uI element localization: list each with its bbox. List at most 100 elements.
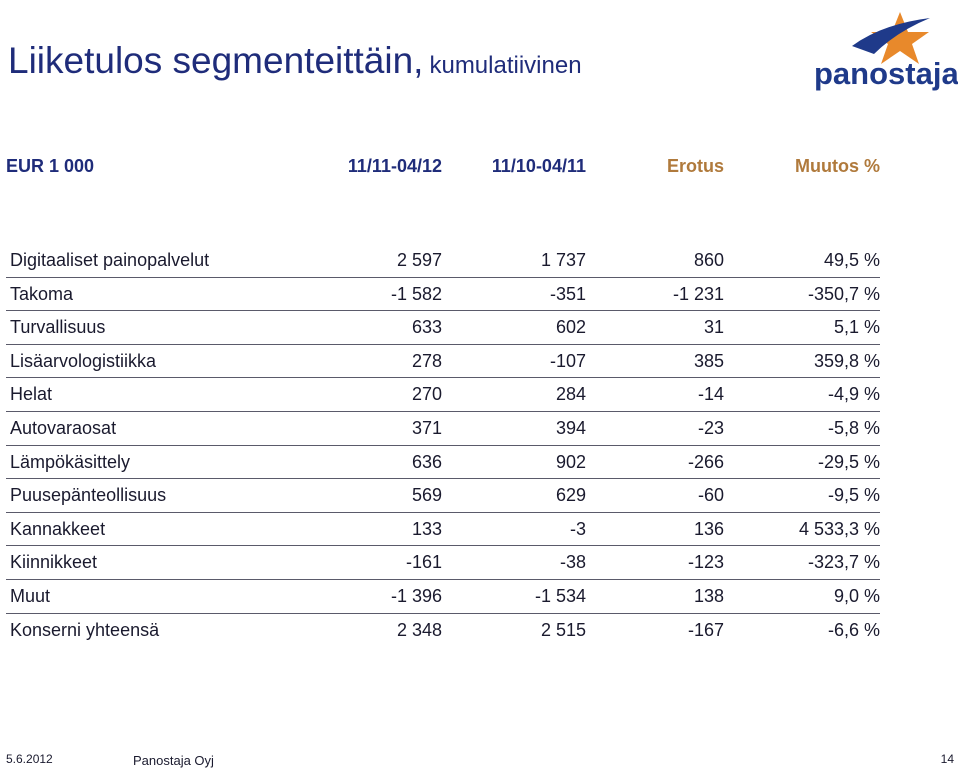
- cell-previous: 629: [555, 485, 586, 506]
- cell-difference: -167: [687, 619, 724, 640]
- footer-page-number: 14: [940, 752, 954, 766]
- row-divider: [6, 444, 880, 446]
- row-divider: [6, 578, 880, 580]
- segment-name: Kiinnikkeet: [10, 552, 98, 573]
- cell-change: 9,0 %: [833, 585, 880, 606]
- footer-company: Panostaja Oyj: [133, 753, 214, 768]
- row-divider: [6, 310, 880, 312]
- slide-title: Liiketulos segmenteittäin, kumulatiivinen: [8, 40, 582, 82]
- header-currency: EUR 1 000: [6, 156, 95, 176]
- logo-swoosh-icon: [852, 18, 930, 54]
- cell-current: 371: [411, 417, 442, 438]
- cell-change: 49,5 %: [823, 250, 880, 270]
- cell-previous: 602: [555, 317, 586, 338]
- cell-current: 2 597: [396, 250, 442, 270]
- segment-name: Muut: [10, 585, 51, 606]
- table-row: Takoma -1 582 -351 -1 231 -350,7 %: [0, 278, 960, 312]
- cell-difference: -60: [697, 485, 724, 506]
- table-row: Lisäarvologistiikka 278 -107 385 359,8 %: [0, 345, 960, 379]
- table-row-total: Konserni yhteensä 2 348 2 515 -167 -6,6 %: [0, 614, 960, 648]
- cell-change: 359,8 %: [813, 350, 880, 371]
- cell-change: 5,1 %: [833, 317, 880, 338]
- cell-difference: -1 231: [672, 283, 724, 304]
- cell-change: -5,8 %: [827, 417, 880, 438]
- table-row: Muut -1 396 -1 534 138 9,0 %: [0, 580, 960, 614]
- cell-change: -350,7 %: [807, 283, 880, 304]
- cell-difference: 860: [693, 250, 724, 270]
- segment-name: Autovaraosat: [10, 417, 117, 438]
- title-subtitle: kumulatiivinen: [429, 52, 582, 79]
- cell-previous: 2 515: [540, 619, 586, 640]
- cell-previous: -107: [549, 350, 586, 371]
- cell-previous: -3: [569, 518, 586, 539]
- segment-name: Lisäarvologistiikka: [10, 350, 157, 371]
- cell-change: -29,5 %: [817, 451, 880, 472]
- logo-wordmark: panostaja: [814, 56, 958, 91]
- cell-current: -1 582: [390, 283, 442, 304]
- footer-date: 5.6.2012: [6, 752, 53, 766]
- segment-name: Turvallisuus: [10, 317, 106, 338]
- cell-previous: -38: [559, 552, 586, 573]
- cell-current: 278: [411, 350, 442, 371]
- table-row: Kannakkeet 133 -3 136 4 533,3 %: [0, 513, 960, 547]
- cell-current: 133: [411, 518, 442, 539]
- cell-current: 270: [411, 384, 442, 405]
- table-header: EUR 1 000 11/11-04/12 11/10-04/11 Erotus…: [0, 156, 960, 182]
- cell-change: -323,7 %: [807, 552, 880, 573]
- cell-current: 633: [411, 317, 442, 338]
- row-divider: [6, 377, 880, 379]
- table-row: Autovaraosat 371 394 -23 -5,8 %: [0, 412, 960, 446]
- cell-current: -161: [405, 552, 442, 573]
- cell-current: 569: [411, 485, 442, 506]
- segment-name: Takoma: [10, 283, 74, 304]
- cell-difference: -14: [697, 384, 724, 405]
- header-period-previous: 11/10-04/11: [491, 156, 586, 176]
- cell-difference: 385: [693, 350, 724, 371]
- cell-change: -4,9 %: [827, 384, 880, 405]
- row-divider: [6, 478, 880, 480]
- cell-change: -6,6 %: [827, 619, 880, 640]
- table-row: Digitaaliset painopalvelut 2 597 1 737 860 4…: [0, 244, 960, 278]
- segment-name: Konserni yhteensä: [10, 619, 160, 640]
- cell-current: 636: [411, 451, 442, 472]
- header-difference: Erotus: [666, 156, 724, 176]
- cell-difference: 136: [693, 518, 724, 539]
- row-divider: [6, 511, 880, 513]
- segment-name: Digitaaliset painopalvelut: [10, 250, 210, 270]
- table-row: Puusepänteollisuus 569 629 -60 -9,5 %: [0, 479, 960, 513]
- cell-current: 2 348: [396, 619, 442, 640]
- segment-name: Puusepänteollisuus: [10, 485, 167, 506]
- header-period-current: 11/11-04/12: [347, 156, 442, 176]
- segment-table: Digitaaliset painopalvelut 2 597 1 737 860 4…: [0, 244, 960, 647]
- cell-difference: 31: [703, 317, 724, 338]
- logo-star-icon: [871, 12, 929, 64]
- row-divider: [6, 545, 880, 547]
- cell-change: 4 533,3 %: [798, 518, 880, 539]
- cell-difference: -266: [687, 451, 724, 472]
- cell-previous: 394: [555, 417, 586, 438]
- cell-previous: 902: [555, 451, 586, 472]
- logo-graphic: panostaja: [814, 12, 958, 91]
- header-change-percent: Muutos %: [795, 156, 880, 176]
- cell-difference: -123: [687, 552, 724, 573]
- title-main: Liiketulos segmenteittäin,: [8, 40, 424, 81]
- segment-name: Helat: [10, 384, 53, 405]
- table-row: Kiinnikkeet -161 -38 -123 -323,7 %: [0, 546, 960, 580]
- cell-change: -9,5 %: [827, 485, 880, 506]
- cell-difference: 138: [693, 585, 724, 606]
- row-divider: [6, 343, 880, 345]
- cell-previous: -1 534: [534, 585, 586, 606]
- cell-current: -1 396: [390, 585, 442, 606]
- panostaja-logo: panostaja: [812, 6, 958, 92]
- row-divider: [6, 612, 880, 614]
- cell-difference: -23: [697, 417, 724, 438]
- segment-name: Lämpökäsittely: [10, 451, 131, 472]
- table-row: Turvallisuus 633 602 31 5,1 %: [0, 311, 960, 345]
- row-divider: [6, 276, 880, 278]
- segment-name: Kannakkeet: [10, 518, 106, 539]
- row-divider: [6, 410, 880, 412]
- table-row: Lämpökäsittely 636 902 -266 -29,5 %: [0, 446, 960, 480]
- cell-previous: 284: [555, 384, 586, 405]
- cell-previous: -351: [549, 283, 586, 304]
- table-row: Helat 270 284 -14 -4,9 %: [0, 378, 960, 412]
